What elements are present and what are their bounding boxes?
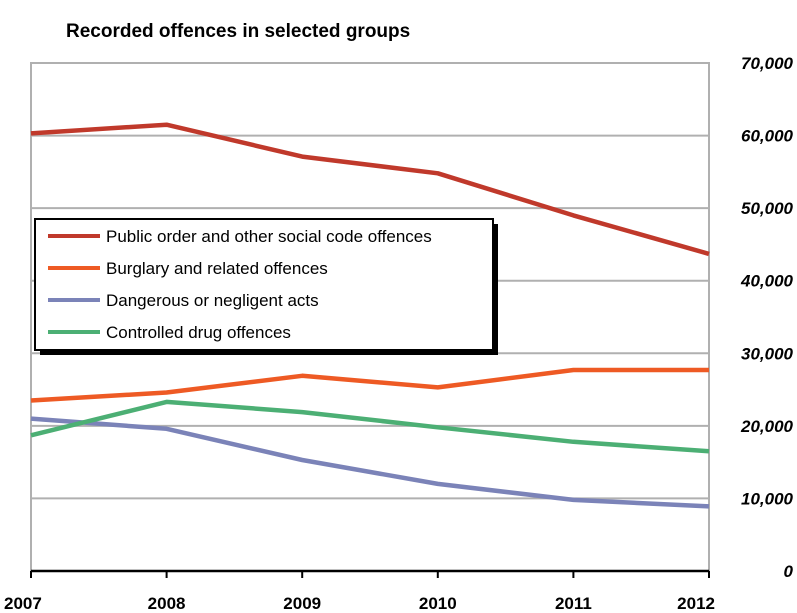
legend-label: Dangerous or negligent acts <box>106 291 319 310</box>
legend-label: Controlled drug offences <box>106 323 291 342</box>
legend-label: Burglary and related offences <box>106 259 328 278</box>
y-tick-label: 20,000 <box>740 417 794 436</box>
x-tick-label: 2012 <box>677 594 715 613</box>
x-tick-label: 2007 <box>4 594 42 613</box>
y-tick-label: 60,000 <box>741 127 794 146</box>
series-lines <box>30 122 710 509</box>
x-tick-label: 2008 <box>148 594 186 613</box>
legend-box <box>34 218 494 351</box>
series-line <box>30 399 710 454</box>
series-line <box>30 416 710 509</box>
y-axis-tick-labels: 0 10,000 20,000 30,000 40,000 50,000 60,000 70,… <box>740 54 794 581</box>
x-axis-ticks <box>30 571 710 578</box>
y-tick-label: 10,000 <box>741 489 794 508</box>
legend-label: Public order and other social code offen… <box>106 227 432 246</box>
series-line <box>30 367 709 403</box>
x-tick-label: 2010 <box>419 594 457 613</box>
y-tick-label: 40,000 <box>740 272 794 291</box>
chart-title: Recorded offences in selected groups <box>66 21 410 42</box>
y-tick-label: 70,000 <box>741 54 794 73</box>
x-tick-label: 2009 <box>283 594 321 613</box>
y-tick-label: 30,000 <box>741 344 794 363</box>
series-line <box>30 122 710 257</box>
x-axis-tick-labels: 2007 2008 2009 2010 2011 2012 <box>4 594 715 613</box>
y-tick-label: 0 <box>784 562 794 581</box>
x-tick-label: 2011 <box>555 594 592 613</box>
legend: Public order and other social code offen… <box>34 218 498 355</box>
y-tick-label: 50,000 <box>741 199 794 218</box>
